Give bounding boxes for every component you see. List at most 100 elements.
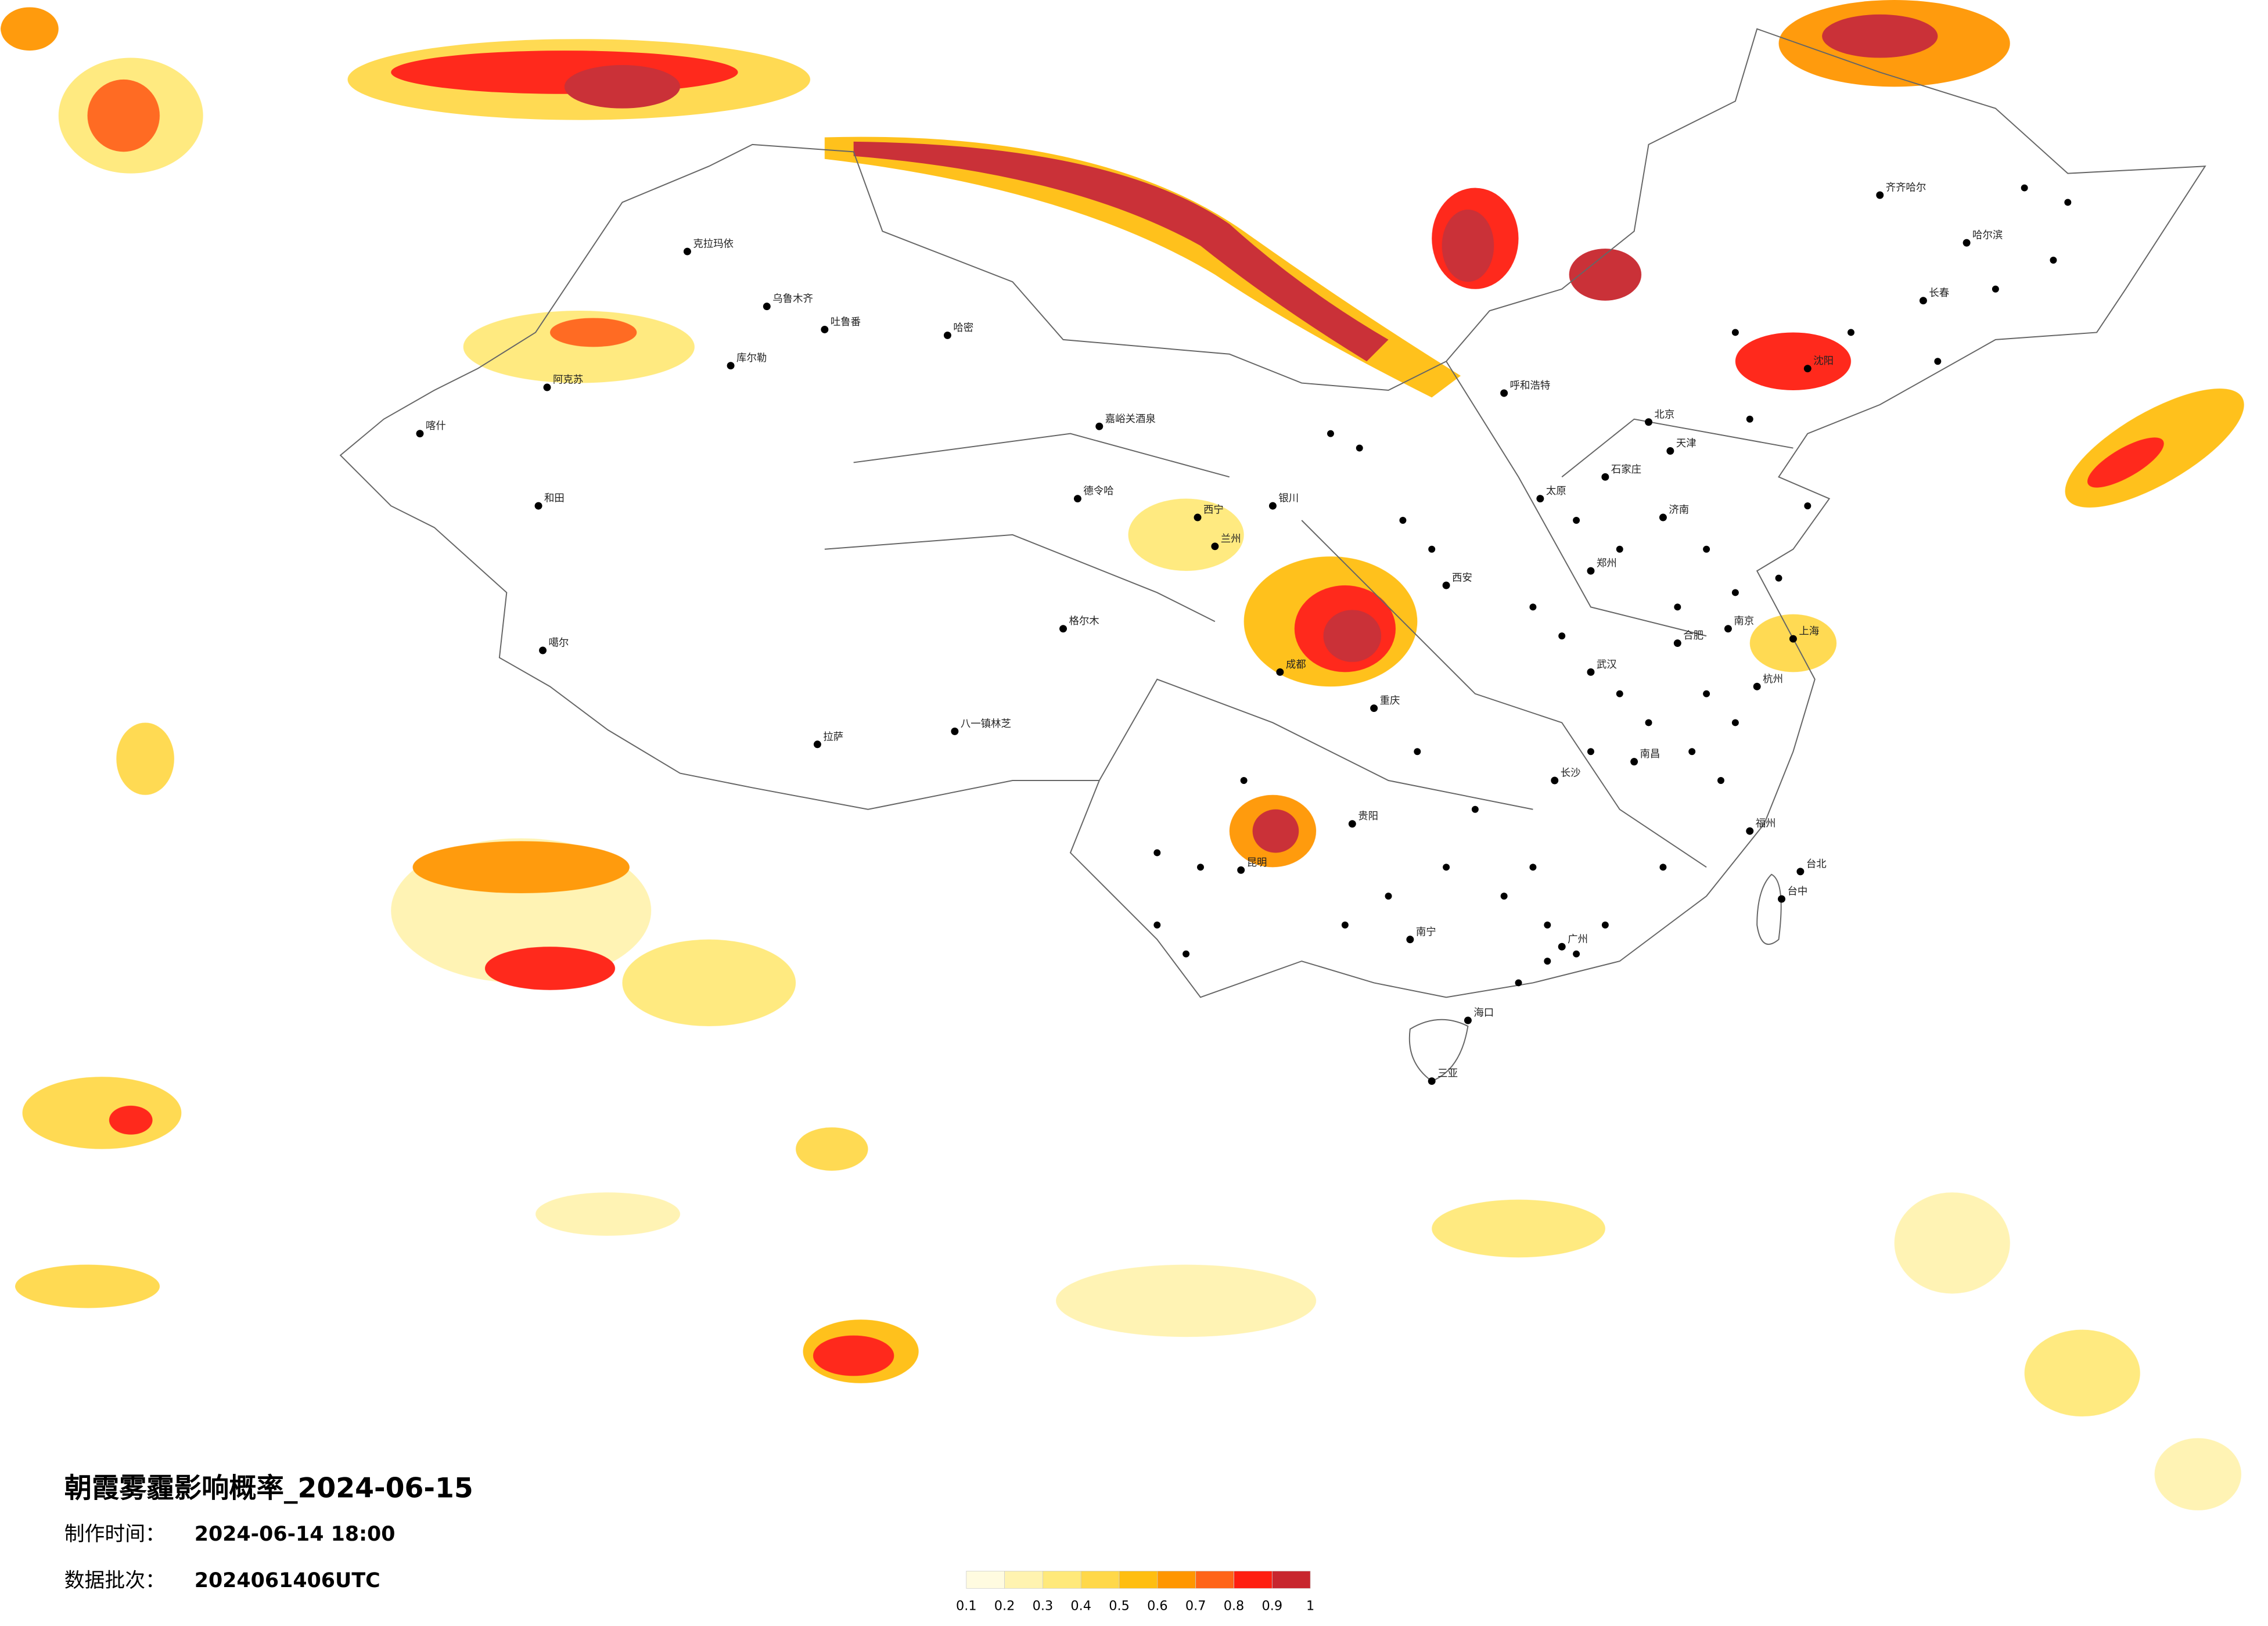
city-dot [727,362,735,370]
city-label: 嘉峪关酒泉 [1105,413,1156,425]
city-dot [943,331,951,339]
city-label: 南京 [1734,616,1754,627]
city-dot [1796,868,1805,876]
legend-tick-label: 0.7 [1185,1599,1206,1614]
station-dot [1731,329,1739,336]
station-dot [1500,893,1508,900]
station-dot [1645,719,1652,726]
station-dot [1153,849,1161,857]
legend-tick-label: 1 [1306,1599,1314,1614]
city-dot [1753,682,1761,690]
city-label: 长沙 [1561,768,1581,779]
city-label: 克拉玛依 [693,239,734,250]
city-label: 德令哈 [1083,485,1113,497]
station-dot [1327,430,1334,437]
city-dot [813,740,821,749]
city-dot [1587,567,1595,575]
city-label: 昆明 [1247,857,1267,869]
made-label: 制作时间： [64,1523,166,1546]
city-dot [1237,866,1245,874]
city-dot [1442,581,1450,589]
station-dot [1443,864,1450,871]
station-dot [1616,545,1623,553]
legend-swatch [1004,1571,1043,1589]
station-dot [1674,603,1681,611]
legend: 0.1 0.2 0.3 0.4 0.5 0.6 0.7 0.8 0.9 1 [956,1571,1314,1614]
city-dot [1059,625,1067,633]
city-label: 八一镇林芝 [961,718,1011,730]
city-dot [1073,495,1081,503]
city-label: 太原 [1546,485,1566,497]
station-dot [1731,589,1739,596]
city-label: 南宁 [1416,926,1436,938]
city-label: 齐齐哈尔 [1886,182,1926,194]
legend-tick-label: 0.4 [1070,1599,1091,1614]
city-label: 沈阳 [1813,355,1834,367]
city-dot [763,303,771,311]
legend-swatch [1234,1571,1273,1589]
station-dot [1587,748,1594,756]
station-dot [1428,545,1436,553]
station-dot [1153,921,1161,929]
city-dot [416,430,424,438]
haze-field [1,0,2244,1510]
city-label: 上海 [1799,626,1819,638]
city-label: 天津 [1676,438,1696,449]
station-dot [1934,358,1942,365]
city-label: 合肥 [1683,630,1703,642]
station-dot [1240,777,1248,784]
station-dot [1717,777,1724,784]
city-dot [1587,668,1595,676]
header: 朝霞雾霾影响概率_2024-06-15 制作时间： 2024-06-14 18:… [64,1472,473,1592]
city-dot [1645,418,1653,426]
city-dot [1673,639,1681,647]
city-label: 郑州 [1597,558,1617,570]
city-dot [1500,389,1508,397]
city-dot [1428,1077,1436,1085]
batch: 2024061406UTC [195,1569,380,1592]
city-label: 石家庄 [1611,464,1641,476]
station-dot [1573,950,1580,958]
city-dot [1370,704,1378,713]
city-label: 南昌 [1640,749,1660,760]
station-dot [1688,748,1696,756]
legend-tick-label: 0.9 [1262,1599,1283,1614]
city-label: 喀什 [426,420,446,432]
station-dot [1992,285,1999,293]
city-dot [1724,625,1732,633]
city-dot [1464,1016,1472,1024]
legend-swatch [1271,1571,1311,1589]
city-label: 西宁 [1203,505,1224,516]
city-dot [1194,513,1202,521]
station-dot [1544,958,1551,965]
station-dot [1573,517,1580,524]
city-label: 台北 [1806,858,1827,870]
station-dot [1515,979,1522,987]
legend-swatch [1195,1571,1234,1589]
legend-swatch [1119,1571,1158,1589]
legend-swatch [1043,1571,1081,1589]
station-dot [1385,893,1392,900]
city-label: 阿克苏 [553,375,583,386]
city-label: 杭州 [1763,674,1783,685]
city-label: 拉萨 [823,731,843,743]
station-dot [2064,199,2072,206]
station-dot [1544,921,1551,929]
station-dot [1746,415,1753,423]
city-label: 和田 [544,493,565,505]
station-dot [1529,603,1537,611]
station-dot [1848,329,1854,336]
station-dot [1804,502,1811,510]
city-dot [1876,191,1884,199]
legend-tick-label: 0.6 [1147,1599,1168,1614]
station-dot [2050,257,2057,264]
city-dot [1536,495,1544,503]
legend-tick-label: 0.8 [1224,1599,1245,1614]
station-dot [1703,690,1710,697]
legend-swatch [1157,1571,1196,1589]
station-dot [1182,950,1190,958]
city-label: 重庆 [1380,695,1400,707]
city-dot [1558,942,1566,951]
